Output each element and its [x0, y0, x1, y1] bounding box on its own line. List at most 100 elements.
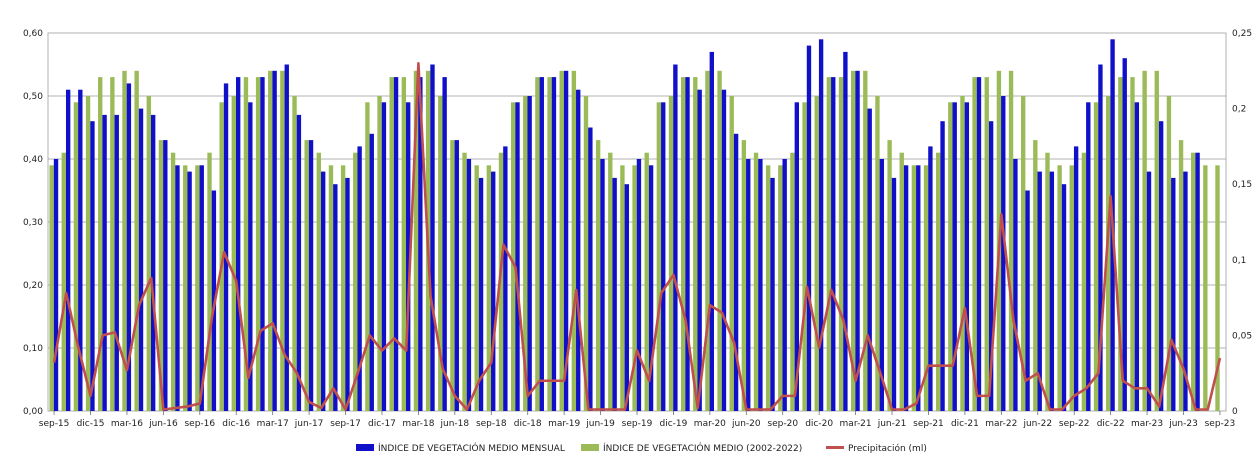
bar-vegetation-average [960, 96, 965, 411]
x-tick-label: sep-16 [184, 419, 215, 429]
bar-vegetation-monthly [1025, 190, 1030, 411]
bar-vegetation-monthly [879, 159, 885, 411]
bar-vegetation-monthly [733, 133, 739, 412]
bar-vegetation-monthly [466, 159, 472, 411]
x-tick-label: jun-18 [440, 419, 470, 429]
bar-vegetation-monthly [588, 127, 593, 411]
y-left-tick-label: 0,10 [23, 344, 43, 354]
bar-vegetation-monthly [612, 177, 617, 411]
bar-vegetation-average [753, 152, 759, 411]
bar-vegetation-average [389, 77, 394, 411]
bar-vegetation-monthly [758, 159, 763, 411]
bar-vegetation-average [729, 96, 734, 411]
line-layer [52, 61, 1222, 411]
bar-vegetation-monthly [260, 77, 265, 411]
x-tick-label: dic-21 [951, 419, 979, 429]
bar-vegetation-monthly [406, 102, 411, 412]
bar-vegetation-average [183, 165, 188, 411]
bar-vegetation-monthly [867, 108, 872, 411]
bar-vegetation-average [365, 102, 370, 412]
bar-vegetation-monthly [1098, 64, 1103, 411]
bar-vegetation-average [304, 140, 309, 411]
bar-vegetation-average [1166, 96, 1172, 411]
bar-vegetation-average [595, 140, 601, 411]
bar-vegetation-average [1033, 140, 1038, 411]
bar-vegetation-average [850, 70, 856, 412]
bar-layer [49, 39, 1220, 412]
x-tick-label: jun-20 [731, 419, 761, 429]
bar-vegetation-monthly [891, 177, 897, 411]
bar-vegetation-average [328, 165, 334, 411]
bar-vegetation-monthly [576, 89, 581, 411]
bar-vegetation-average [219, 102, 224, 412]
bar-vegetation-average [535, 77, 540, 411]
bar-vegetation-monthly [345, 177, 350, 411]
bar-vegetation-monthly [964, 102, 970, 412]
bar-vegetation-average [231, 96, 236, 411]
x-tick-label: jun-17 [294, 419, 324, 429]
bar-vegetation-average [462, 152, 467, 411]
bar-vegetation-monthly [928, 146, 933, 411]
bar-vegetation-average [935, 152, 941, 411]
x-tick-label: jun-19 [585, 419, 615, 429]
bar-vegetation-average [450, 140, 455, 411]
bar-vegetation-monthly [430, 64, 435, 411]
bar-vegetation-average [438, 96, 443, 411]
bar-vegetation-monthly [1061, 184, 1067, 411]
y-left-tick-label: 0,30 [23, 218, 43, 228]
bar-vegetation-average [571, 70, 577, 412]
bar-vegetation-monthly [90, 121, 95, 411]
bar-vegetation-average [984, 77, 989, 411]
bar-vegetation-average [134, 70, 139, 412]
axis-layer: 0,00 0,10 0,20 0,30 0,40 0,50 0,60 0 0,05 0,1 0,15… [23, 29, 1252, 429]
bar-vegetation-average [1045, 152, 1050, 411]
bar-vegetation-monthly [454, 140, 459, 411]
bar-vegetation-monthly [78, 89, 83, 411]
bar-vegetation-monthly [187, 171, 192, 411]
y-left-tick-label: 0,20 [23, 281, 43, 291]
x-tick-label: dic-17 [368, 419, 396, 429]
bar-vegetation-monthly [988, 121, 994, 411]
x-tick-label: sep-18 [476, 419, 507, 429]
bar-vegetation-average [1215, 165, 1220, 411]
legend-label: ÍNDICE DE VEGETACIÓN MEDIO (2002-2022) [603, 442, 802, 454]
bar-vegetation-monthly [1001, 96, 1006, 411]
bar-vegetation-average [1203, 165, 1208, 411]
bar-vegetation-monthly [673, 64, 678, 411]
x-tick-label: mar-20 [694, 419, 726, 429]
x-tick-label: mar-16 [111, 419, 143, 429]
bar-vegetation-monthly [321, 171, 326, 411]
x-tick-label: dic-19 [659, 419, 687, 429]
bar-vegetation-monthly [952, 102, 957, 412]
y-left-tick-label: 0,00 [23, 407, 43, 417]
x-tick-label: dic-18 [514, 419, 542, 429]
bar-vegetation-monthly [235, 77, 241, 411]
bar-vegetation-average [802, 102, 807, 412]
legend-swatch [581, 444, 599, 451]
bar-vegetation-average [1178, 140, 1184, 411]
bar-vegetation-average [1142, 70, 1147, 412]
bar-vegetation-monthly [1037, 171, 1042, 411]
bar-vegetation-average [474, 165, 479, 411]
bar-vegetation-average [98, 77, 103, 411]
bar-vegetation-average [559, 70, 564, 412]
bar-vegetation-monthly [794, 102, 799, 412]
x-tick-label: dic-20 [805, 419, 833, 429]
bar-vegetation-monthly [478, 177, 484, 411]
bar-vegetation-monthly [551, 77, 557, 411]
x-tick-label: mar-18 [402, 419, 434, 429]
bar-vegetation-average [316, 152, 321, 411]
bar-vegetation-monthly [138, 108, 144, 411]
bar-vegetation-monthly [223, 83, 229, 412]
bar-vegetation-monthly [782, 159, 787, 411]
bar-vegetation-average [705, 70, 710, 412]
bar-vegetation-monthly [381, 102, 387, 412]
bar-vegetation-monthly [126, 83, 132, 412]
bar-vegetation-monthly [1122, 58, 1127, 411]
bar-vegetation-monthly [175, 165, 180, 411]
y-right-tick-label: 0,25 [1232, 29, 1252, 39]
bar-vegetation-average [243, 77, 249, 411]
bar-vegetation-monthly [272, 70, 277, 412]
bar-vegetation-monthly [442, 77, 447, 411]
bar-vegetation-monthly [491, 171, 496, 411]
